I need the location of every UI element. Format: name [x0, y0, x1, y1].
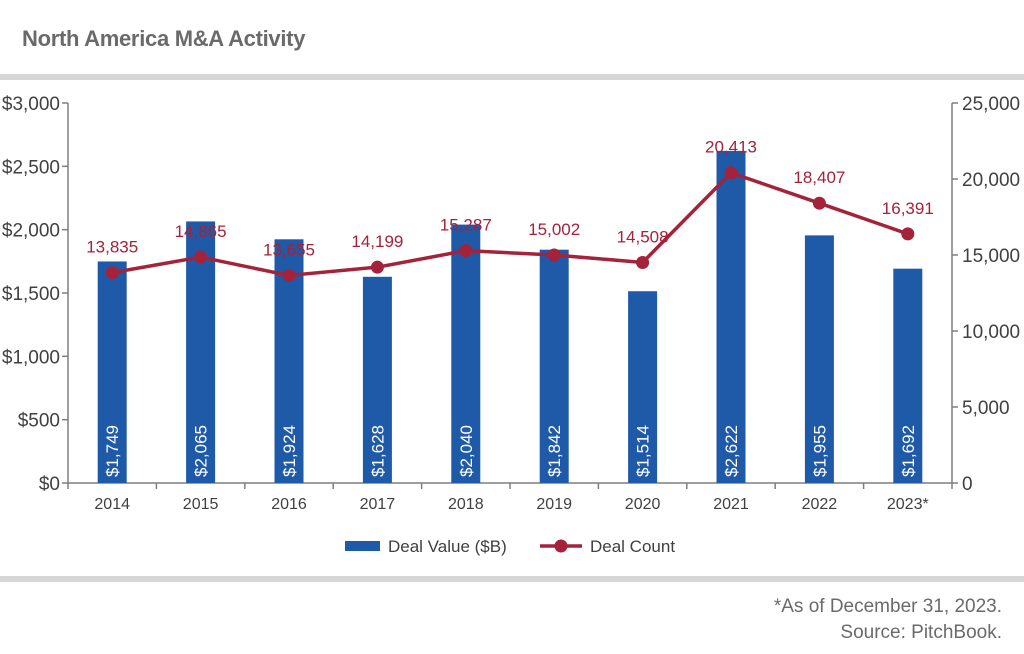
line-point [459, 244, 473, 258]
x-tick-label: 2014 [94, 496, 130, 513]
x-tick-label: 2023* [887, 496, 929, 513]
bar-value-label: $1,628 [368, 425, 387, 477]
x-tick-label: 2018 [448, 496, 484, 513]
bar [716, 150, 746, 483]
line-value-label: 14,865 [175, 222, 227, 241]
y-left-tick-label: $1,000 [2, 347, 60, 368]
legend-line-label: Deal Count [590, 537, 675, 556]
legend-bar-swatch [345, 541, 380, 551]
line-value-label: 16,391 [882, 199, 934, 218]
line-point [547, 248, 561, 262]
bar-value-label: $2,040 [457, 425, 476, 477]
line-point [812, 196, 826, 210]
bar-value-label: $1,842 [545, 425, 564, 477]
bar-value-label: $1,924 [280, 425, 299, 477]
footnote: *As of December 31, 2023. [773, 596, 1002, 617]
x-tick-label: 2017 [360, 496, 396, 513]
line-point [194, 250, 208, 264]
x-tick-label: 2021 [713, 496, 749, 513]
source-note: Source: PitchBook. [840, 622, 1002, 643]
y-right-tick-label: 15,000 [962, 246, 1020, 267]
x-tick-label: 2016 [271, 496, 307, 513]
line-value-label: 20,413 [705, 138, 757, 157]
y-left-tick-label: $2,500 [2, 157, 60, 178]
line-point [636, 255, 650, 269]
bar-value-label: $2,065 [192, 425, 211, 477]
y-right-tick-label: 5,000 [962, 398, 1010, 419]
line-value-label: 13,835 [86, 238, 138, 257]
bar [804, 235, 834, 483]
y-left-tick-label: $1,500 [2, 284, 60, 305]
bar [97, 261, 127, 483]
y-left-tick-label: $2,000 [2, 221, 60, 242]
y-left-tick-label: $3,000 [2, 94, 60, 115]
line-point [724, 166, 738, 180]
bar-value-label: $1,514 [634, 425, 653, 477]
y-left-tick-label: $0 [39, 474, 60, 495]
y-right-tick-label: 25,000 [962, 94, 1020, 115]
bar [628, 291, 658, 483]
y-right-tick-label: 10,000 [962, 322, 1020, 343]
line-value-label: 15,002 [528, 220, 580, 239]
bar [186, 221, 216, 483]
legend-bar-label: Deal Value ($B) [388, 537, 507, 556]
line-value-label: 14,199 [351, 232, 403, 251]
bar-value-label: $2,622 [722, 425, 741, 477]
x-tick-label: 2022 [802, 496, 838, 513]
x-tick-label: 2020 [625, 496, 661, 513]
line-value-label: 18,407 [793, 168, 845, 187]
y-right-tick-label: 0 [962, 474, 973, 495]
line-value-label: 13,655 [263, 240, 315, 259]
line-point [105, 266, 119, 280]
bar [451, 224, 481, 483]
chart-title: North America M&A Activity [22, 26, 306, 51]
x-tick-label: 2015 [183, 496, 219, 513]
y-right-tick-label: 20,000 [962, 170, 1020, 191]
bar [362, 276, 392, 483]
line-point [282, 268, 296, 282]
line-value-label: 14,508 [617, 227, 669, 246]
bar-value-label: $1,749 [103, 425, 122, 477]
line-point [901, 227, 915, 241]
line-value-label: 15,287 [440, 216, 492, 235]
y-left-tick-label: $500 [18, 411, 60, 432]
line-point [370, 260, 384, 274]
deal-count-line [111, 170, 909, 278]
bar [539, 249, 569, 483]
top-divider [0, 74, 1024, 80]
x-tick-label: 2019 [536, 496, 572, 513]
legend-line-marker [554, 539, 568, 553]
bar-value-label: $1,955 [810, 425, 829, 477]
bar-value-label: $1,692 [899, 425, 918, 477]
bar [893, 268, 923, 483]
bottom-divider [0, 576, 1024, 582]
